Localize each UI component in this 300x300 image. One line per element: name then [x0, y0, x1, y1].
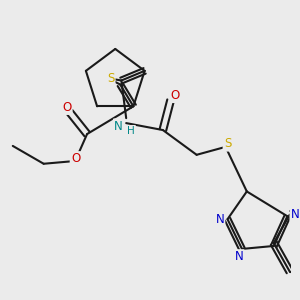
Text: N: N	[215, 213, 224, 226]
Text: O: O	[62, 101, 71, 114]
Text: O: O	[171, 89, 180, 102]
Text: S: S	[224, 137, 231, 150]
Text: H: H	[127, 126, 135, 136]
Text: S: S	[107, 72, 114, 85]
Text: O: O	[71, 152, 80, 165]
Text: N: N	[114, 120, 123, 133]
Text: N: N	[291, 208, 299, 221]
Text: N: N	[235, 250, 244, 263]
